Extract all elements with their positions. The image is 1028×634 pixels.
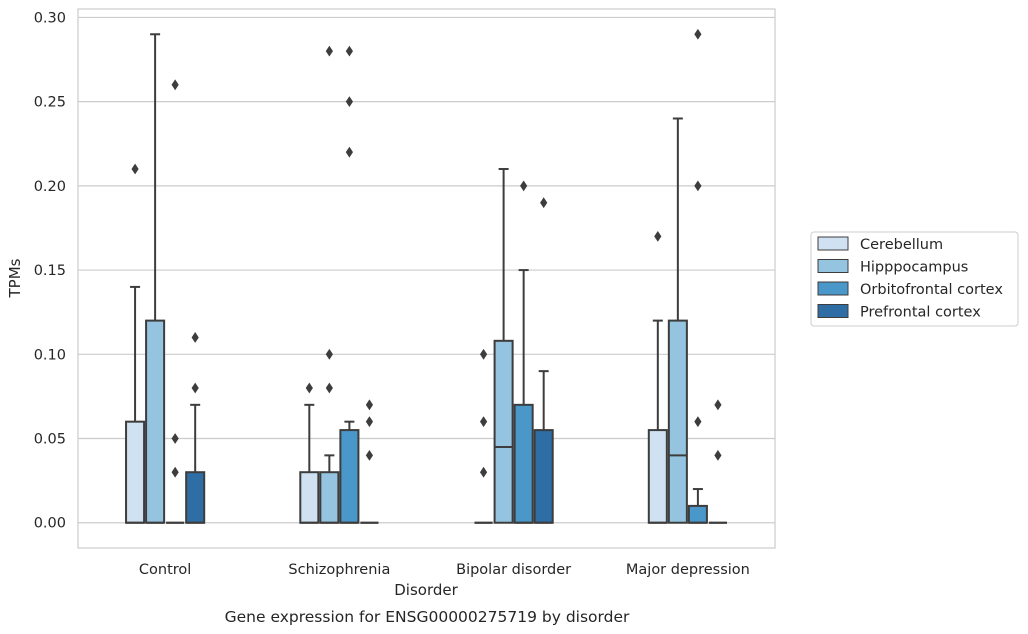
box (533, 429, 554, 524)
y-tick-label: 0.30 (34, 10, 66, 26)
outlier-point (171, 466, 179, 478)
outlier-point (171, 433, 179, 444)
box (667, 319, 688, 524)
x-tick-label: Bipolar disorder (456, 562, 571, 578)
box (125, 420, 146, 524)
outlier-point (325, 382, 333, 394)
y-tick-label: 0.25 (34, 95, 66, 111)
outlier-point (694, 28, 702, 40)
box (513, 403, 534, 524)
legend-swatch (817, 236, 849, 251)
x-tick-label: Schizophrenia (288, 562, 390, 578)
outlier-point (345, 45, 353, 57)
x-tick-labels: Control Schizophrenia Bipolar disorder Majo… (139, 562, 750, 578)
legend-label: Hipppocampus (860, 260, 968, 276)
outlier-point (540, 197, 548, 209)
outlier-point (131, 163, 139, 175)
outlier-point (694, 416, 702, 428)
y-tick-label: 0.15 (34, 263, 66, 279)
outlier-point (365, 416, 374, 428)
outlier-point (479, 466, 488, 478)
outlier-point (714, 399, 722, 411)
legend: Cerebellum Hipppocampus Orbitofrontal cort… (810, 231, 1019, 327)
y-tick-label: 0.10 (34, 347, 66, 363)
outlier-point (479, 416, 488, 428)
chart-caption: Gene expression for ENSG00000275719 by d… (225, 608, 630, 626)
y-tick-labels: 0.00 0.05 0.10 0.15 0.20 0.25 0.30 (34, 10, 66, 531)
outlier-point (305, 382, 313, 394)
box (647, 429, 668, 524)
outlier-point (694, 180, 702, 192)
series-group (125, 163, 668, 524)
outlier-point (479, 348, 488, 360)
box-plot-groups (125, 28, 727, 524)
y-tick-label: 0.05 (34, 432, 66, 448)
outlier-point (654, 230, 662, 242)
outlier-point (345, 146, 353, 158)
box (687, 504, 708, 524)
legend-swatch (817, 281, 849, 296)
x-tick-label: Control (139, 562, 191, 578)
y-axis-label: TPMs (6, 258, 24, 298)
series-group (166, 28, 708, 524)
box (145, 319, 166, 524)
series-group (145, 33, 688, 524)
legend-label: Prefrontal cortex (860, 305, 981, 321)
outlier-point (191, 382, 199, 394)
outlier-point (520, 180, 528, 192)
outlier-point (365, 449, 374, 461)
legend-swatch (817, 259, 849, 273)
outlier-point (325, 348, 333, 360)
legend-label: Orbitofrontal cortex (860, 282, 1003, 298)
box (319, 471, 340, 524)
box (185, 471, 206, 524)
y-tick-label: 0.00 (34, 516, 66, 532)
box (339, 429, 360, 524)
box (299, 471, 320, 524)
series-group (185, 197, 727, 524)
legend-swatch (817, 304, 849, 318)
outlier-point (171, 79, 179, 91)
x-tick-label: Major depression (626, 562, 750, 578)
box (493, 339, 514, 524)
outlier-point (325, 45, 333, 57)
outlier-point (714, 449, 722, 461)
outlier-point (345, 96, 353, 108)
legend-label: Cerebellum (860, 237, 943, 253)
outlier-point (365, 399, 374, 411)
outlier-point (191, 332, 199, 343)
x-axis-label: Disorder (394, 581, 458, 599)
legend-frame (810, 231, 1019, 327)
y-tick-label: 0.20 (34, 179, 66, 195)
axes-frame (77, 8, 776, 549)
